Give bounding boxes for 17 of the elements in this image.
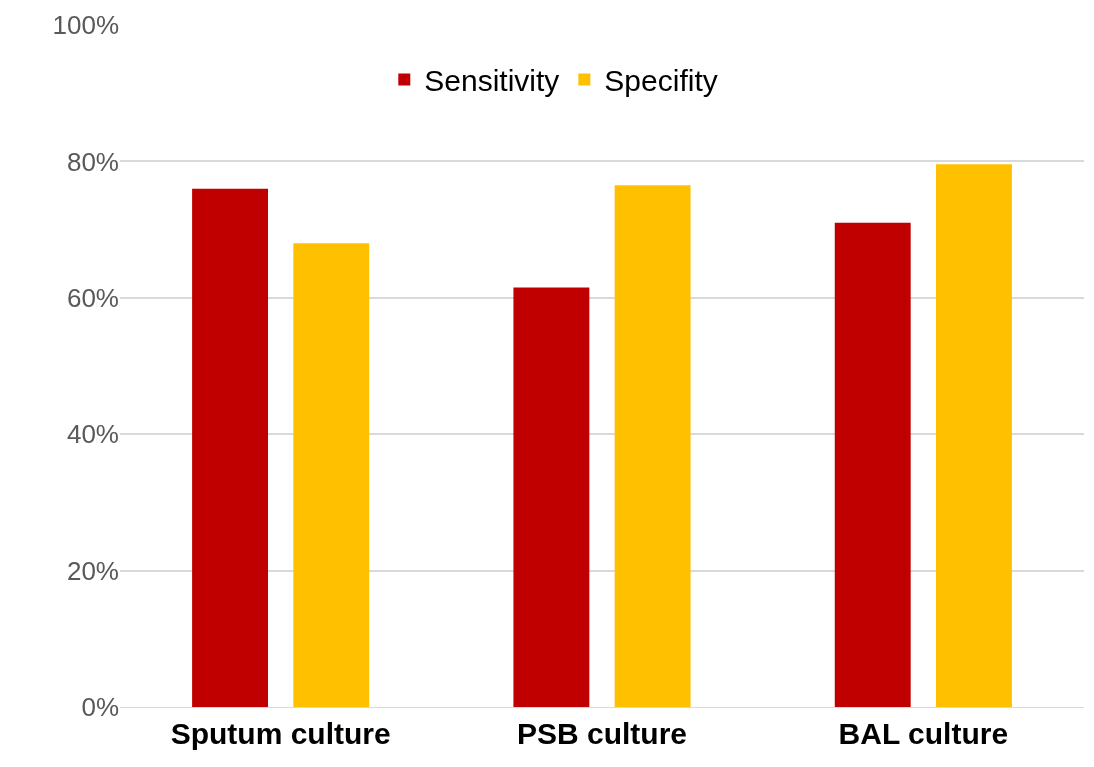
y-tick-label: 80% — [66, 146, 119, 177]
legend-label: Specifity — [604, 64, 718, 98]
bar — [935, 164, 1012, 707]
x-tick-label: BAL culture — [838, 717, 1009, 750]
y-tick-label: 100% — [52, 10, 119, 41]
bar — [293, 243, 370, 707]
bar — [614, 185, 691, 707]
legend-label: Sensitivity — [424, 64, 560, 98]
y-tick-label: 40% — [66, 419, 119, 450]
y-tick-label: 0% — [81, 692, 119, 723]
bar — [834, 222, 911, 707]
bar — [192, 188, 269, 707]
x-tick-label: PSB culture — [516, 717, 688, 750]
y-tick-label: 20% — [66, 555, 119, 586]
x-tick-label: Sputum culture — [170, 717, 391, 750]
y-tick-label: 60% — [66, 282, 119, 313]
bar — [513, 287, 590, 707]
